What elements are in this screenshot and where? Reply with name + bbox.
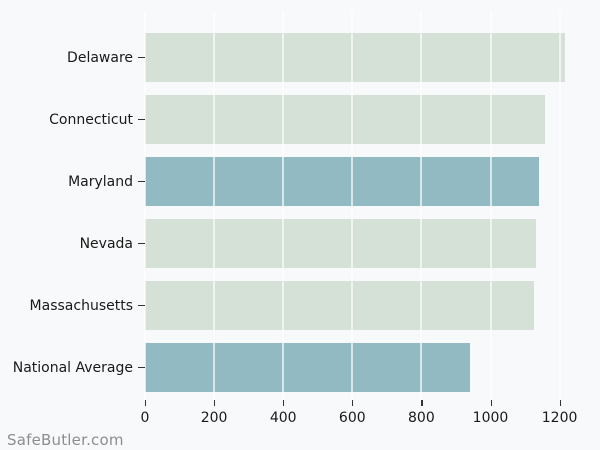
- x-axis-tick-mark: [283, 400, 285, 406]
- x-axis-tick-mark: [421, 400, 423, 406]
- x-axis-tick-mark: [559, 400, 561, 406]
- x-axis-tick-label: 1200: [541, 410, 578, 426]
- bar-maryland: [145, 157, 539, 206]
- bar-connecticut: [145, 95, 545, 144]
- x-axis-tick-label: 0: [140, 410, 150, 426]
- x-axis-tick-label: 400: [269, 410, 297, 426]
- x-axis-tick-mark: [490, 400, 492, 406]
- x-axis-tick-label: 1000: [472, 410, 509, 426]
- category-label-massachusetts: Massachusetts: [29, 297, 133, 314]
- category-label-nevada: Nevada: [79, 235, 133, 252]
- bar-nevada: [145, 219, 536, 268]
- x-axis-tick-label: 200: [200, 410, 228, 426]
- bar-delaware: [145, 33, 565, 82]
- bar-national-average: [145, 343, 471, 392]
- category-label-delaware: Delaware: [67, 49, 133, 66]
- y-axis-tick-mark: [138, 366, 145, 369]
- y-axis-tick-mark: [138, 180, 145, 183]
- bar-massachusetts: [145, 281, 535, 330]
- x-axis-tick-label: 800: [408, 410, 435, 426]
- y-axis-tick-mark: [138, 56, 145, 59]
- category-label-national-average: National Average: [12, 359, 133, 376]
- x-axis-tick-mark: [214, 400, 216, 406]
- category-label-maryland: Maryland: [68, 173, 133, 190]
- plot-area: [144, 12, 589, 400]
- x-axis-tick-mark: [352, 400, 354, 406]
- y-axis-tick-mark: [138, 304, 145, 307]
- y-axis-tick-mark: [138, 242, 145, 245]
- y-axis-tick-mark: [138, 118, 145, 121]
- x-axis-tick-mark: [145, 400, 147, 406]
- watermark: SafeButler.com: [7, 431, 124, 449]
- x-axis-tick-label: 600: [338, 410, 366, 426]
- category-label-connecticut: Connecticut: [49, 111, 133, 128]
